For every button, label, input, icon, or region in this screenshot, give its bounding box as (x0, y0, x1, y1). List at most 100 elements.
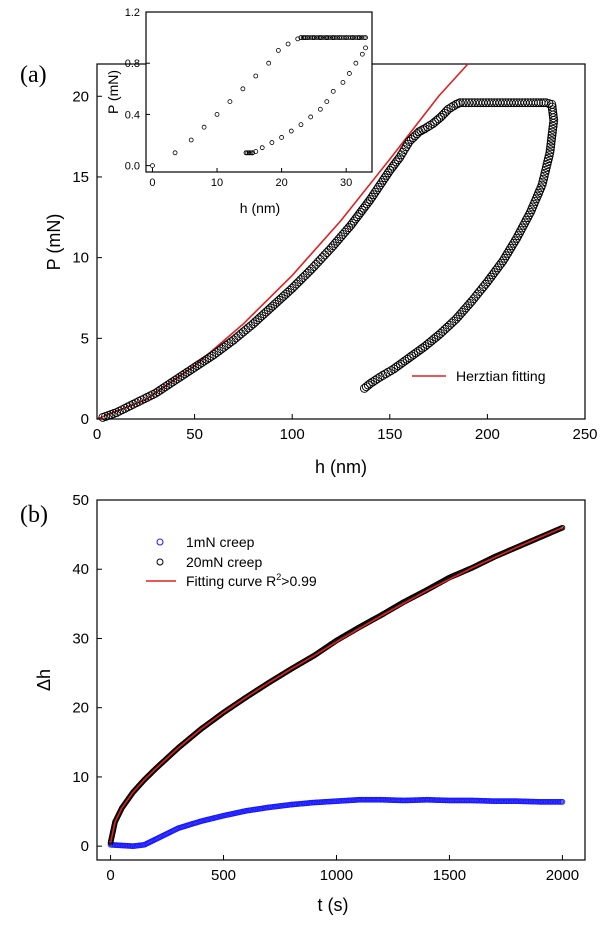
inset-point (327, 35, 333, 40)
load-depth-point (399, 145, 409, 154)
load-depth-point (380, 173, 390, 183)
load-depth-point (381, 369, 390, 379)
inset-x-ticks: 0 10 20 30 (149, 168, 352, 189)
load-depth-point (525, 207, 535, 217)
inset-point (309, 35, 315, 40)
load-depth-point (547, 130, 557, 140)
load-depth-point (307, 264, 317, 274)
load-depth-point (173, 374, 182, 384)
load-depth-point (545, 145, 555, 155)
load-depth-point (375, 180, 385, 190)
load-depth-point (180, 369, 190, 379)
load-depth-point (238, 327, 248, 337)
load-depth-point (418, 125, 428, 135)
inset-point (266, 60, 272, 66)
inset-point (253, 73, 259, 79)
load-depth-point (461, 98, 471, 108)
legend-fit-label-tail: >0.99 (281, 573, 317, 589)
load-depth-point (524, 210, 534, 220)
load-depth-point (443, 104, 453, 114)
inset-point (346, 71, 352, 76)
load-depth-point (192, 361, 202, 371)
load-depth-point (373, 182, 383, 192)
load-depth-point (489, 268, 499, 277)
load-depth-point (165, 379, 175, 388)
inset-point (339, 35, 345, 40)
inset-point (321, 35, 326, 40)
load-depth-point (404, 353, 414, 363)
load-depth-point (549, 116, 559, 125)
panel-a-y-tick-label: 0 (81, 411, 89, 428)
load-depth-point (496, 258, 506, 268)
panel-b-legend: 1mN creep 20mN creep Fitting curve R2>0.… (146, 534, 317, 589)
load-depth-point (393, 155, 403, 165)
inset-point (359, 35, 365, 40)
load-depth-point (407, 351, 416, 361)
panel-a-x-tick-label: 250 (572, 426, 597, 443)
inset-point (172, 150, 178, 156)
load-depth-point (546, 142, 556, 152)
creep-1mn-point (559, 798, 566, 805)
creep-20mn-points-layer (107, 524, 566, 846)
inset-point (240, 86, 246, 92)
load-depth-point (503, 248, 513, 258)
inset-point (214, 112, 220, 117)
inset-point (340, 80, 346, 85)
load-depth-point (236, 329, 246, 339)
load-depth-point (401, 142, 411, 152)
load-depth-point (170, 375, 180, 385)
load-depth-point (382, 170, 391, 180)
inset-point (259, 145, 265, 151)
inset-point (298, 35, 304, 40)
load-depth-point (322, 248, 332, 258)
load-depth-point (548, 113, 558, 123)
load-depth-point (368, 377, 378, 387)
herztian-fit-line-layer (96, 63, 469, 420)
load-depth-point (547, 133, 557, 143)
load-depth-point (513, 231, 523, 241)
panel-b-y-tick-label: 20 (72, 700, 89, 717)
inset-point (285, 41, 291, 47)
panel-b-y-tick-label: 50 (72, 492, 89, 509)
inset-point (288, 128, 294, 134)
inset-point (308, 114, 314, 120)
load-depth-point (195, 359, 204, 369)
inset-point (352, 35, 358, 40)
load-depth-point (411, 348, 421, 358)
creep-1mn-points-layer (107, 796, 566, 850)
inset-point (348, 35, 354, 40)
load-depth-point (495, 261, 504, 270)
inset-point (346, 35, 351, 40)
legend-20mn-marker (156, 558, 164, 566)
inset-point (330, 88, 336, 94)
inset-y-axis-label: P (mN) (105, 70, 121, 114)
load-depth-point (369, 190, 378, 200)
panel-a-legend: Herztian fitting (412, 368, 545, 384)
inset-point (355, 35, 360, 40)
load-depth-points-layer (98, 98, 559, 422)
load-depth-point (202, 354, 212, 364)
load-depth-point (294, 277, 304, 287)
load-depth-point (313, 257, 323, 267)
load-depth-point (367, 192, 377, 202)
legend-herztian-label: Herztian fitting (456, 368, 545, 384)
load-depth-point (377, 178, 387, 188)
load-depth-point (378, 370, 388, 380)
panel-b-x-tick-label: 500 (211, 867, 236, 884)
load-depth-point (398, 147, 408, 157)
panel-b-frame (96, 499, 586, 861)
load-depth-point (464, 98, 474, 108)
load-depth-point (207, 351, 217, 361)
panel-a-y-tick-label: 5 (81, 330, 89, 347)
inset-point (357, 35, 363, 40)
panel-b-x-axis-label: t (s) (318, 895, 349, 915)
inset-point (361, 35, 367, 40)
load-depth-point (320, 250, 330, 260)
load-depth-point (531, 98, 541, 108)
inset-point (188, 137, 194, 143)
load-depth-point (519, 220, 528, 230)
load-depth-point (402, 354, 412, 364)
load-depth-point (372, 185, 382, 195)
load-depth-point (204, 353, 214, 363)
inset-point (317, 106, 323, 112)
